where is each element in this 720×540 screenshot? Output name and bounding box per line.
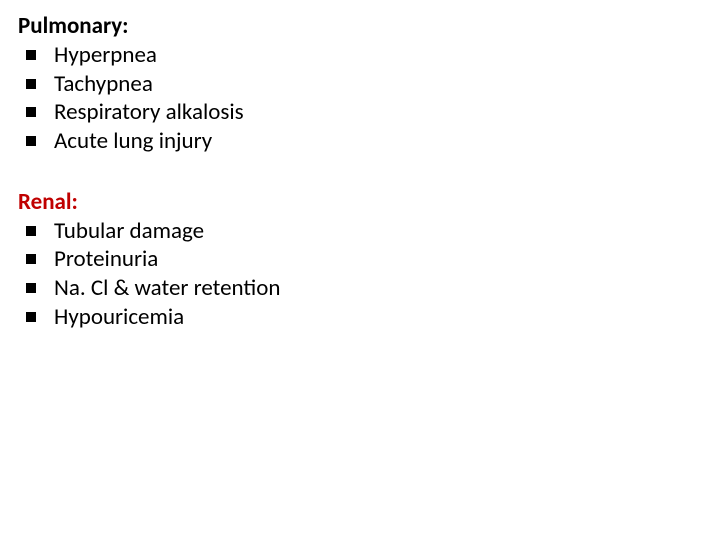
square-bullet-icon [26, 254, 36, 264]
list-item: Hyperpnea [18, 41, 702, 70]
list-item: Na. Cl & water retention [18, 274, 702, 303]
list-item-text: Acute lung injury [54, 127, 212, 156]
square-bullet-icon [26, 226, 36, 236]
square-bullet-icon [26, 283, 36, 293]
square-bullet-icon [26, 312, 36, 322]
square-bullet-icon [26, 79, 36, 89]
list-item: Hypouricemia [18, 303, 702, 332]
list-item-text: Proteinuria [54, 245, 158, 274]
list-item: Acute lung injury [18, 127, 702, 156]
list-item: Respiratory alkalosis [18, 98, 702, 127]
square-bullet-icon [26, 50, 36, 60]
list-item: Tachypnea [18, 70, 702, 99]
list-item-text: Hypouricemia [54, 303, 184, 332]
list-item: Proteinuria [18, 245, 702, 274]
section-renal: Renal: Tubular damage Proteinuria Na. Cl… [18, 188, 702, 332]
square-bullet-icon [26, 107, 36, 117]
square-bullet-icon [26, 136, 36, 146]
section-heading-renal: Renal: [18, 188, 702, 217]
list-item-text: Hyperpnea [54, 41, 157, 70]
list-item-text: Tachypnea [54, 70, 153, 99]
list-item-text: Respiratory alkalosis [54, 98, 244, 127]
list-item-text: Tubular damage [54, 217, 204, 246]
list-item: Tubular damage [18, 217, 702, 246]
list-pulmonary: Hyperpnea Tachypnea Respiratory alkalosi… [18, 41, 702, 156]
list-renal: Tubular damage Proteinuria Na. Cl & wate… [18, 217, 702, 332]
section-pulmonary: Pulmonary: Hyperpnea Tachypnea Respirato… [18, 12, 702, 156]
list-item-text: Na. Cl & water retention [54, 274, 280, 303]
section-heading-pulmonary: Pulmonary: [18, 12, 702, 41]
